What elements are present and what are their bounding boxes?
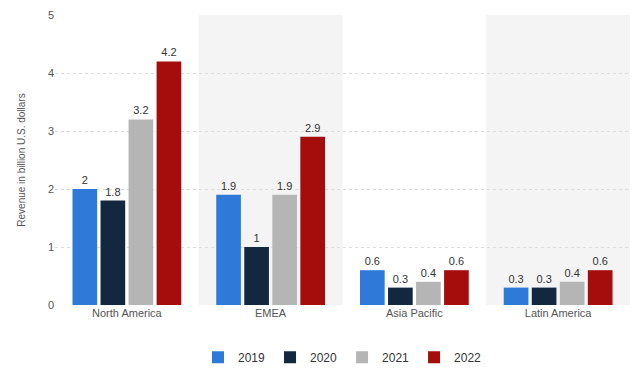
svg-text:2020: 2020 bbox=[310, 351, 337, 365]
svg-text:0.6: 0.6 bbox=[593, 255, 608, 267]
svg-text:0.6: 0.6 bbox=[365, 255, 380, 267]
svg-text:0.4: 0.4 bbox=[564, 267, 579, 279]
svg-text:2: 2 bbox=[48, 183, 54, 195]
svg-text:2.9: 2.9 bbox=[305, 122, 320, 134]
svg-text:1.8: 1.8 bbox=[105, 186, 120, 198]
svg-text:0.3: 0.3 bbox=[508, 273, 523, 285]
svg-text:North America: North America bbox=[92, 307, 163, 319]
svg-text:3.2: 3.2 bbox=[133, 104, 148, 116]
svg-text:3: 3 bbox=[48, 125, 54, 137]
svg-text:2022: 2022 bbox=[454, 351, 481, 365]
svg-text:2: 2 bbox=[82, 174, 88, 186]
svg-text:4.2: 4.2 bbox=[161, 46, 176, 58]
svg-text:0: 0 bbox=[48, 299, 54, 311]
svg-text:2021: 2021 bbox=[382, 351, 409, 365]
svg-text:EMEA: EMEA bbox=[255, 307, 287, 319]
svg-text:1: 1 bbox=[48, 241, 54, 253]
svg-text:1.9: 1.9 bbox=[277, 180, 292, 192]
svg-text:0.6: 0.6 bbox=[449, 255, 464, 267]
svg-text:1.9: 1.9 bbox=[221, 180, 236, 192]
svg-text:0.3: 0.3 bbox=[536, 273, 551, 285]
svg-text:Latin America: Latin America bbox=[525, 307, 593, 319]
svg-text:0.4: 0.4 bbox=[421, 267, 436, 279]
svg-text:4: 4 bbox=[48, 67, 54, 79]
svg-text:0.3: 0.3 bbox=[393, 273, 408, 285]
svg-text:2019: 2019 bbox=[238, 351, 265, 365]
svg-text:5: 5 bbox=[48, 9, 54, 21]
svg-text:Asia Pacific: Asia Pacific bbox=[386, 307, 443, 319]
svg-text:1: 1 bbox=[254, 232, 260, 244]
svg-text:Revenue in billion U.S. dollar: Revenue in billion U.S. dollars bbox=[16, 93, 27, 226]
